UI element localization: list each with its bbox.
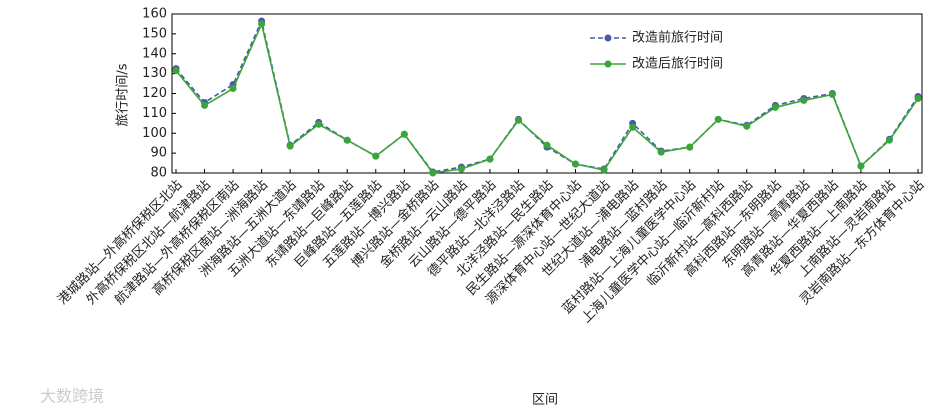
point	[286, 142, 294, 150]
point	[315, 120, 323, 128]
point	[258, 20, 266, 28]
y-tick-label: 140	[142, 46, 167, 61]
legend-label: 改造后旅行时间	[632, 57, 723, 72]
y-axis-label: 旅行时间/s	[116, 63, 131, 126]
y-tick-label: 130	[142, 66, 167, 81]
point	[885, 136, 893, 144]
point	[172, 67, 180, 75]
point	[857, 162, 865, 170]
point	[714, 115, 722, 123]
y-tick-label: 150	[142, 26, 167, 41]
y-tick-label: 80	[150, 166, 167, 181]
watermark: 大数跨境	[40, 387, 104, 406]
point	[514, 116, 522, 124]
y-tick-label: 120	[142, 86, 167, 101]
point	[743, 122, 751, 130]
point	[457, 165, 465, 173]
y-tick-label: 160	[142, 7, 167, 22]
point	[686, 143, 694, 151]
point	[828, 90, 836, 98]
point	[629, 123, 637, 131]
point	[343, 136, 351, 144]
point	[400, 130, 408, 138]
x-axis-label: 区间	[532, 393, 558, 408]
legend-marker	[604, 34, 612, 42]
legend-label: 改造前旅行时间	[632, 30, 723, 46]
point	[201, 101, 209, 109]
point	[486, 155, 494, 163]
point	[572, 160, 580, 168]
point	[229, 85, 237, 93]
legend-marker	[604, 60, 612, 68]
point	[914, 94, 922, 102]
point	[600, 166, 608, 174]
point	[800, 96, 808, 104]
y-tick-label: 110	[142, 106, 167, 121]
y-tick-label: 100	[142, 126, 167, 141]
point	[372, 152, 380, 160]
point	[657, 148, 665, 156]
point	[429, 169, 437, 177]
y-tick-label: 90	[150, 146, 167, 161]
point	[771, 103, 779, 111]
point	[543, 141, 551, 149]
